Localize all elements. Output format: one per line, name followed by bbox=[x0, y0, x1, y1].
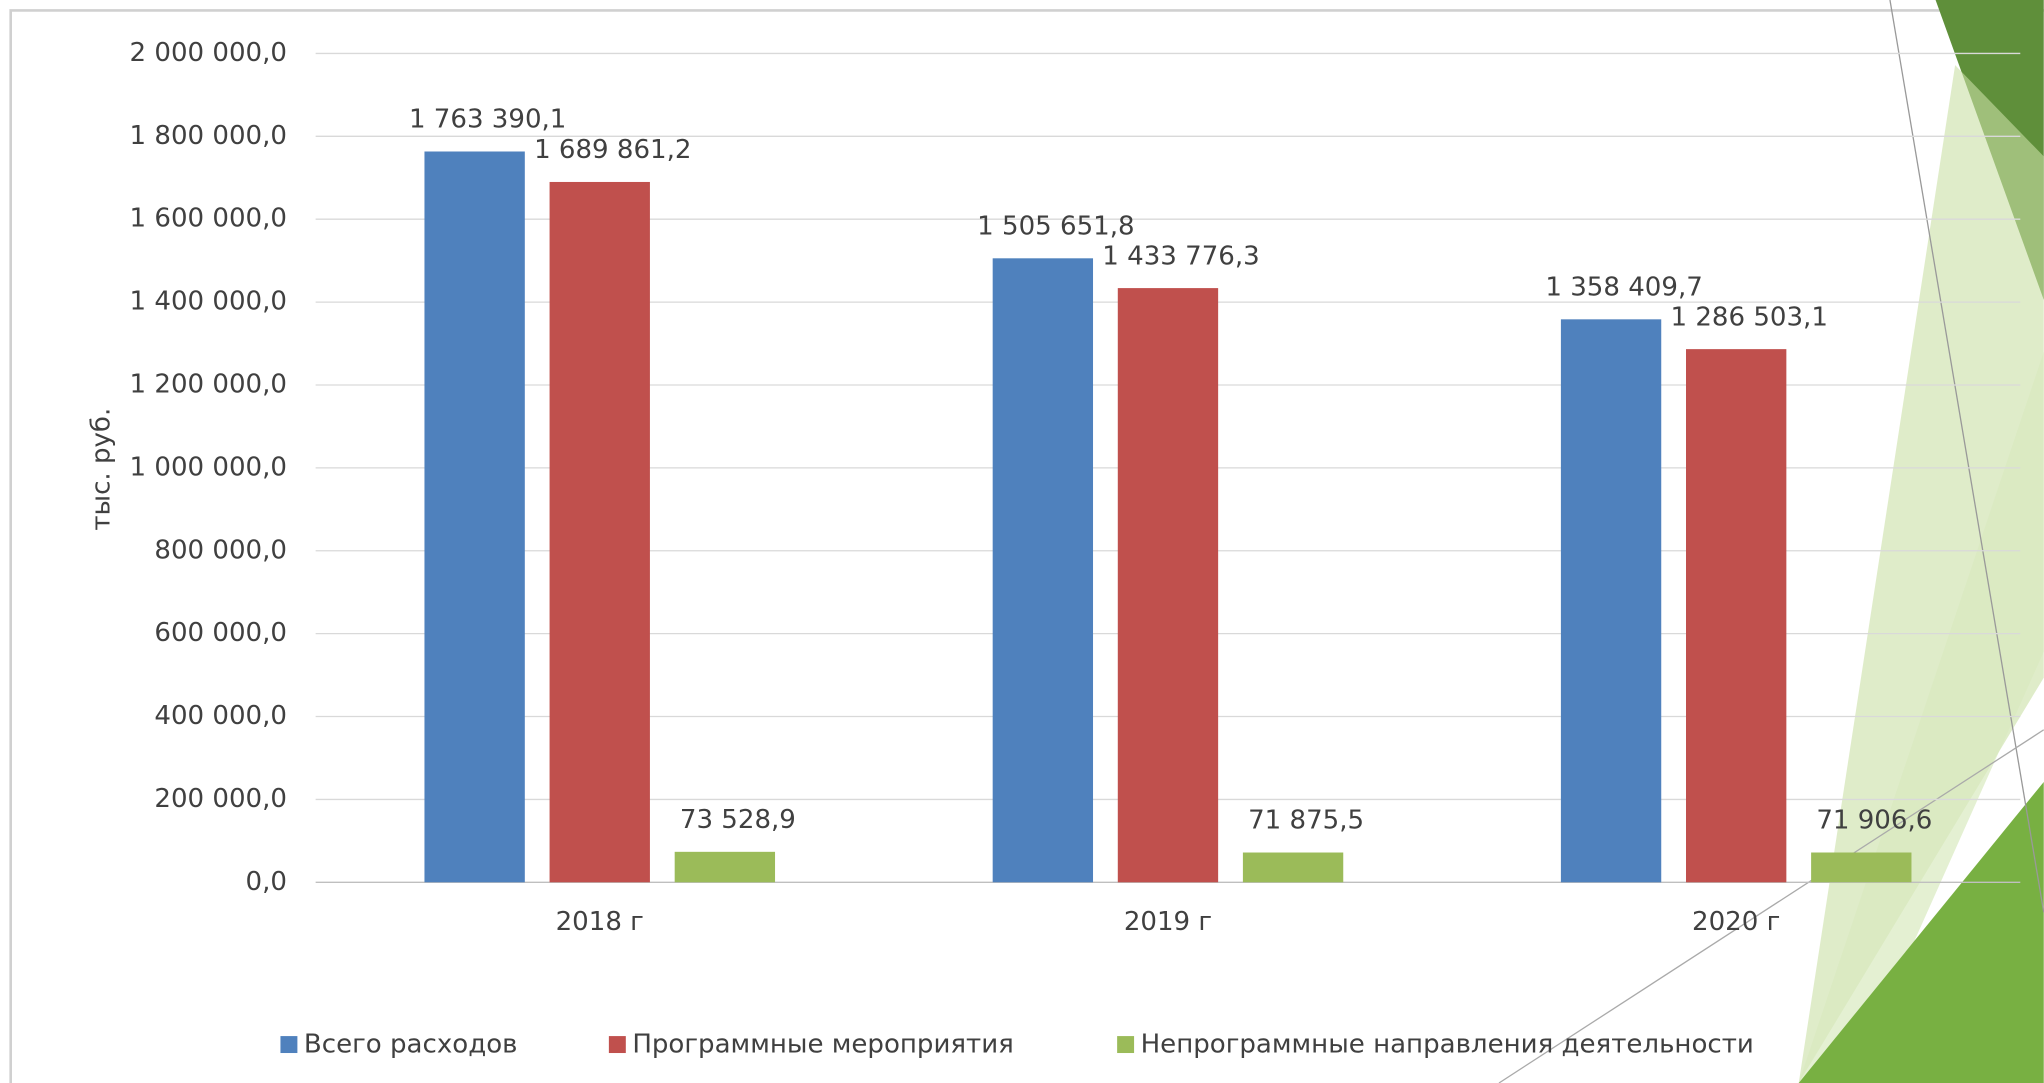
page: {"chart_data": {"type": "bar", "y_label"… bbox=[0, 0, 2044, 1083]
y-tick-label: 200 000,0 bbox=[154, 784, 287, 814]
bar bbox=[1811, 852, 1911, 882]
y-tick-label: 600 000,0 bbox=[154, 618, 287, 648]
y-tick-label: 1 000 000,0 bbox=[130, 452, 287, 482]
x-tick-label: 2018 г bbox=[556, 907, 644, 937]
bar bbox=[1686, 349, 1786, 882]
legend-swatch bbox=[280, 1036, 297, 1053]
legend-label: Программные мероприятия bbox=[632, 1030, 1014, 1060]
bar bbox=[550, 182, 650, 882]
y-tick-label: 1 400 000,0 bbox=[130, 287, 287, 317]
y-tick-label: 1 800 000,0 bbox=[130, 121, 287, 151]
chart: тыс. руб. 0,0 200 000,0 400 000,0 600 000,0… bbox=[0, 0, 2044, 1083]
legend-swatch bbox=[1117, 1036, 1134, 1053]
y-tick-label: 1 200 000,0 bbox=[130, 369, 287, 399]
y-tick-label: 1 600 000,0 bbox=[130, 204, 287, 234]
data-label: 1 763 390,1 bbox=[409, 105, 566, 135]
bar bbox=[424, 151, 524, 882]
bar bbox=[993, 258, 1093, 882]
y-axis-label: тыс. руб. bbox=[86, 408, 116, 531]
y-tick-label: 400 000,0 bbox=[154, 701, 287, 731]
legend-swatch bbox=[609, 1036, 626, 1053]
data-label: 1 689 861,2 bbox=[534, 135, 691, 165]
y-tick-label: 2 000 000,0 bbox=[130, 38, 287, 68]
x-tick-label: 2019 г bbox=[1124, 907, 1212, 937]
y-tick-label: 800 000,0 bbox=[154, 535, 287, 565]
y-tick-label: 0,0 bbox=[246, 867, 287, 897]
data-label: 1 286 503,1 bbox=[1671, 302, 1828, 332]
data-label: 73 528,9 bbox=[680, 805, 796, 835]
data-label: 71 875,5 bbox=[1248, 806, 1364, 836]
bar bbox=[675, 852, 775, 882]
bar bbox=[1243, 853, 1343, 883]
legend-label: Всего расходов bbox=[304, 1030, 518, 1060]
data-label: 1 505 651,8 bbox=[977, 212, 1134, 242]
data-label: 71 906,6 bbox=[1816, 806, 1932, 836]
x-tick-label: 2020 г bbox=[1692, 907, 1780, 937]
bar bbox=[1118, 288, 1218, 882]
data-label: 1 433 776,3 bbox=[1102, 241, 1259, 271]
legend-label: Непрограммные направления деятельности bbox=[1141, 1030, 1754, 1060]
bar bbox=[1561, 319, 1661, 882]
data-label: 1 358 409,7 bbox=[1545, 273, 1702, 303]
